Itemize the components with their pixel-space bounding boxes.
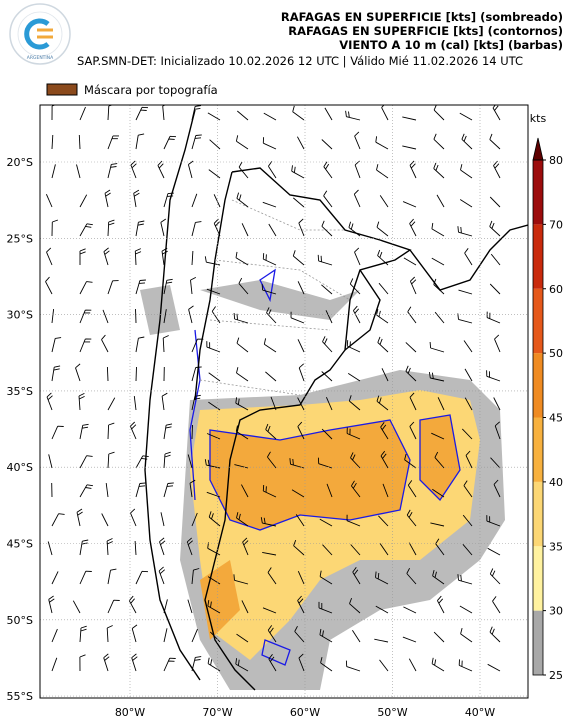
colorbar-tick-label: 40 bbox=[549, 476, 563, 489]
colorbar-tick-label: 25 bbox=[549, 669, 563, 682]
lat-label: 35°S bbox=[7, 385, 33, 398]
lat-label: 55°S bbox=[7, 690, 33, 703]
colorbar-segment bbox=[533, 289, 543, 353]
title-line: VIENTO A 10 m (cal) [kts] (barbas) bbox=[339, 38, 563, 52]
lat-label: 45°S bbox=[7, 538, 33, 551]
colorbar-segment bbox=[533, 611, 543, 675]
colorbar-tick-label: 60 bbox=[549, 283, 563, 296]
colorbar-tick-label: 50 bbox=[549, 347, 563, 360]
mask-swatch bbox=[47, 84, 77, 95]
lon-label: 60°W bbox=[290, 706, 320, 719]
lat-label: 20°S bbox=[7, 156, 33, 169]
lat-label: 30°S bbox=[7, 309, 33, 322]
logo-text: ARGENTINA bbox=[27, 55, 54, 61]
colorbar-segment bbox=[533, 353, 543, 417]
colorbar-unit: kts bbox=[530, 112, 547, 125]
colorbar-segment bbox=[533, 224, 543, 288]
colorbar-tick-label: 35 bbox=[549, 540, 563, 553]
colorbar-tick-label: 80 bbox=[549, 154, 563, 167]
colorbar-segment bbox=[533, 418, 543, 482]
lon-label: 80°W bbox=[115, 706, 145, 719]
colorbar-tick-label: 30 bbox=[549, 605, 563, 618]
lat-label: 40°S bbox=[7, 461, 33, 474]
wind-barb bbox=[192, 425, 193, 439]
colorbar-segment bbox=[533, 160, 543, 224]
lon-label: 50°W bbox=[377, 706, 407, 719]
lat-label: 25°S bbox=[7, 232, 33, 245]
colorbar: 25 30 35 40 45 50 60 70 80 kts bbox=[530, 112, 563, 682]
logo: ARGENTINA bbox=[10, 4, 70, 64]
colorbar-tick-label: 45 bbox=[549, 412, 563, 425]
lon-label: 40°W bbox=[465, 706, 495, 719]
subtitle: SAP.SMN-DET: Inicializado 10.02.2026 12 … bbox=[77, 54, 523, 68]
wind-barb bbox=[107, 367, 108, 381]
lon-label: 70°W bbox=[202, 706, 232, 719]
colorbar-extend bbox=[533, 138, 543, 160]
colorbar-segment bbox=[533, 482, 543, 546]
wind-barb bbox=[136, 367, 137, 381]
map bbox=[40, 103, 528, 698]
title-line: RAFAGAS EN SUPERFICIE [kts] (sombreado) bbox=[281, 10, 563, 24]
colorbar-tick-label: 70 bbox=[549, 218, 563, 231]
colorbar-segment bbox=[533, 546, 543, 610]
title-line: RAFAGAS EN SUPERFICIE [kts] (contornos) bbox=[288, 24, 563, 38]
mask-legend: Máscara por topografía bbox=[84, 83, 218, 97]
wind-barb bbox=[136, 309, 137, 323]
lat-label: 50°S bbox=[7, 614, 33, 627]
